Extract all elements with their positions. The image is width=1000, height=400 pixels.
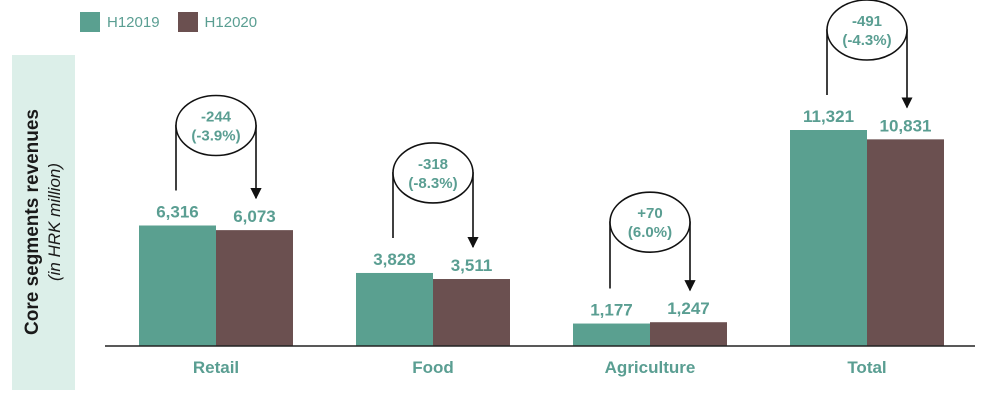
data-label-food-h12020: 3,511: [451, 256, 493, 275]
data-label-retail-h12019: 6,316: [156, 202, 199, 221]
data-label-retail-h12020: 6,073: [233, 207, 276, 226]
change-bubble-total: [826, 0, 908, 61]
bar-retail-h12019: [139, 225, 216, 346]
bar-total-h12020: [867, 139, 944, 346]
legend-item-h12020: H12020: [177, 12, 258, 32]
change-abs-total: -491: [852, 13, 882, 30]
category-label-food: Food: [412, 358, 454, 377]
change-bubble-retail: [175, 94, 257, 157]
change-abs-retail: -244: [201, 108, 232, 125]
chart-legend: H12019 H12020: [80, 12, 275, 32]
bar-total-h12019: [790, 130, 867, 346]
data-label-agriculture-h12020: 1,247: [667, 299, 710, 318]
category-label-agriculture: Agriculture: [605, 358, 696, 377]
data-label-agriculture-h12019: 1,177: [590, 301, 633, 320]
change-bubble-agriculture: [609, 191, 691, 254]
change-pct-agriculture: (6.0%): [628, 224, 672, 241]
category-label-total: Total: [847, 358, 886, 377]
change-abs-food: -318: [418, 156, 448, 173]
change-pct-total: (-4.3%): [842, 32, 891, 49]
legend-item-h12019: H12019: [80, 12, 160, 32]
legend-label-h12019: H12019: [107, 13, 160, 31]
change-abs-agriculture: +70: [637, 205, 662, 222]
data-label-total-h12019: 11,321: [803, 107, 854, 126]
change-pct-food: (-8.3%): [408, 175, 457, 192]
bar-agriculture-h12019: [573, 323, 650, 346]
data-label-food-h12019: 3,828: [373, 250, 416, 269]
category-label-retail: Retail: [193, 358, 239, 377]
legend-swatch-h12019: [80, 12, 100, 32]
bar-food-h12020: [433, 279, 510, 346]
change-bubble-food: [392, 142, 474, 204]
y-axis-label-panel: Core segments revenues (in HRK million): [12, 55, 75, 390]
bar-retail-h12020: [216, 230, 293, 346]
legend-label-h12020: H12020: [204, 13, 258, 31]
bar-food-h12019: [356, 272, 433, 346]
data-label-total-h12020: 10,831: [880, 116, 932, 135]
bar-agriculture-h12020: [650, 322, 727, 346]
plot-area: 6,316 6,073 Retail -244 (-3.9%) 3,828 3,511 Foo…: [105, 0, 975, 377]
change-pct-retail: (-3.9%): [191, 127, 240, 144]
legend-swatch-h12020: [177, 12, 198, 32]
